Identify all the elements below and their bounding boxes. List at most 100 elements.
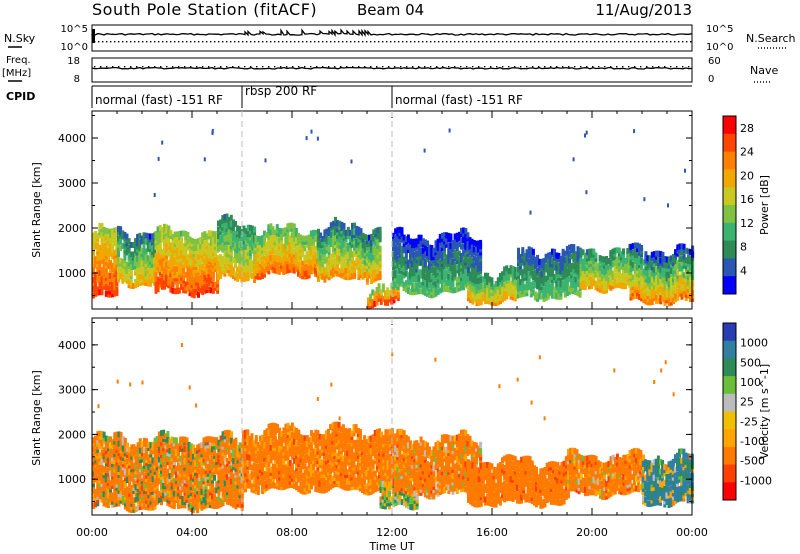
- nave-point: [484, 66, 486, 68]
- range-cell: [669, 299, 673, 306]
- range-cell: [638, 256, 641, 263]
- range-cell: [622, 254, 625, 261]
- range-cell: [94, 275, 98, 282]
- nsearch-point: [462, 41, 464, 43]
- range-cell: [338, 249, 342, 256]
- range-cell: [165, 271, 169, 278]
- range-cell: [453, 271, 457, 278]
- nave-point: [460, 66, 462, 68]
- range-cell: [581, 261, 585, 268]
- range-cell: [186, 272, 190, 279]
- range-cell: [572, 288, 576, 295]
- range-cell: [166, 490, 170, 497]
- range-cell: [248, 253, 252, 260]
- range-cell: [109, 247, 112, 254]
- range-cell: [92, 440, 95, 447]
- range-cell: [473, 280, 477, 287]
- range-cell: [327, 249, 331, 255]
- range-cell: [661, 286, 665, 293]
- range-cell: [365, 263, 369, 270]
- range-cell: [173, 250, 177, 257]
- range-cell: [307, 247, 311, 254]
- range-cell: [626, 257, 630, 264]
- range-cell: [334, 242, 337, 249]
- range-cell: [486, 291, 490, 298]
- nsearch-point: [590, 41, 592, 43]
- range-cell: [160, 264, 164, 271]
- range-cell: [477, 262, 480, 269]
- range-cell: [151, 277, 154, 284]
- range-cell: [229, 255, 233, 262]
- range-cell: [246, 259, 250, 266]
- range-cell: [181, 439, 185, 446]
- range-cell: [368, 250, 371, 257]
- range-cell: [115, 494, 119, 501]
- range-cell: [156, 276, 160, 283]
- range-cell: [434, 281, 438, 288]
- range-cell: [165, 277, 169, 284]
- range-cell: [449, 258, 453, 265]
- range-cell: [557, 287, 561, 294]
- range-cell: [415, 244, 419, 251]
- range-cell: [503, 282, 507, 289]
- range-cell: [160, 477, 163, 484]
- range-cell: [201, 285, 205, 292]
- range-cell: [344, 229, 348, 236]
- range-cell: [477, 246, 480, 253]
- range-cell: [173, 256, 177, 263]
- range-cell: [551, 261, 554, 268]
- colorbar-swatch: [723, 133, 736, 153]
- range-cell: [185, 440, 189, 447]
- range-cell: [475, 300, 479, 307]
- range-cell: [238, 248, 242, 255]
- range-cell: [455, 239, 459, 246]
- range-cell: [648, 261, 652, 268]
- range-cell: [111, 266, 115, 273]
- range-cell: [464, 281, 468, 288]
- range-cell: [183, 486, 187, 493]
- range-cell: [190, 291, 194, 298]
- range-cell: [221, 246, 225, 253]
- range-cell: [576, 274, 580, 281]
- range-cell: [100, 481, 104, 487]
- range-cell: [188, 286, 192, 293]
- nsearch-point: [606, 41, 608, 43]
- range-cell: [192, 251, 196, 258]
- range-cell: [648, 290, 652, 296]
- range-cell: [460, 265, 463, 272]
- range-cell: [217, 236, 220, 243]
- range-cell: [265, 232, 269, 239]
- range-cell: [157, 156, 160, 161]
- range-cell: [572, 263, 576, 269]
- nsky-right-tick-bottom: 10^0: [706, 42, 733, 53]
- range-cell: [154, 240, 158, 247]
- range-cell: [138, 280, 142, 287]
- range-cell: [280, 240, 283, 247]
- range-cell: [344, 274, 348, 280]
- range-cell: [96, 462, 100, 469]
- range-cell: [126, 448, 129, 455]
- range-cell: [288, 235, 292, 242]
- range-cell: [155, 476, 159, 483]
- range-cell: [111, 483, 115, 489]
- range-cell: [263, 243, 266, 250]
- range-cell: [661, 267, 665, 274]
- range-cell: [225, 245, 229, 251]
- range-cell: [559, 293, 563, 300]
- range-cell: [156, 267, 160, 274]
- range-cell: [611, 261, 615, 268]
- range-cell: [314, 270, 317, 277]
- range-cell: [164, 473, 168, 480]
- range-cell: [113, 287, 117, 294]
- range-cell: [419, 247, 423, 254]
- range-cell: [344, 267, 348, 274]
- nave-point: [508, 66, 510, 68]
- range-cell: [275, 230, 279, 237]
- nsearch-point: [414, 41, 416, 43]
- range-cell: [667, 262, 671, 269]
- range-cell: [119, 229, 123, 236]
- range-cell: [170, 458, 174, 465]
- range-cell: [477, 243, 480, 250]
- range-cell: [149, 445, 153, 452]
- range-cell: [115, 481, 119, 488]
